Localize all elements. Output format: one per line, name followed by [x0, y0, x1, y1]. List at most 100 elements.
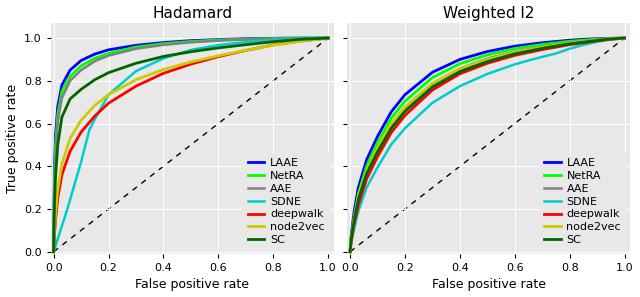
NetRA	[538, 43, 546, 46]
SC	[511, 52, 518, 56]
node2vec	[297, 40, 305, 43]
node2vec	[324, 36, 332, 40]
SDNE	[525, 59, 532, 62]
AAE	[607, 37, 614, 40]
SDNE	[593, 40, 601, 43]
NetRA	[593, 37, 601, 41]
LAAE	[50, 250, 58, 254]
LAAE	[77, 59, 85, 62]
LAAE	[579, 37, 587, 41]
node2vec	[483, 58, 491, 61]
SC	[51, 203, 58, 206]
NetRA	[607, 37, 614, 40]
deepwalk	[538, 48, 546, 51]
AAE	[67, 79, 74, 83]
NetRA	[401, 99, 409, 103]
LAAE	[67, 68, 74, 72]
deepwalk	[511, 53, 518, 57]
deepwalk	[483, 61, 491, 65]
AAE	[511, 50, 518, 53]
LAAE	[105, 48, 113, 52]
SDNE	[159, 57, 167, 60]
Line: NetRA: NetRA	[54, 38, 328, 252]
NetRA	[483, 53, 491, 57]
NetRA	[348, 231, 356, 234]
node2vec	[214, 54, 222, 58]
SC	[105, 71, 113, 75]
deepwalk	[187, 62, 195, 66]
NetRA	[374, 141, 381, 145]
Line: NetRA: NetRA	[350, 38, 625, 252]
SDNE	[429, 101, 436, 105]
deepwalk	[214, 55, 222, 59]
AAE	[58, 96, 66, 100]
AAE	[242, 38, 250, 41]
AAE	[387, 124, 395, 127]
SDNE	[511, 63, 518, 66]
NetRA	[350, 216, 358, 219]
SC	[50, 250, 58, 254]
AAE	[350, 220, 358, 224]
SDNE	[347, 244, 355, 247]
deepwalk	[50, 250, 58, 254]
deepwalk	[67, 149, 74, 153]
SC	[132, 61, 140, 65]
SDNE	[105, 93, 113, 97]
SC	[77, 88, 85, 91]
deepwalk	[52, 218, 60, 222]
LAAE	[54, 105, 61, 108]
deepwalk	[324, 36, 332, 40]
NetRA	[52, 143, 60, 147]
deepwalk	[132, 84, 140, 88]
SDNE	[483, 72, 491, 76]
AAE	[51, 186, 58, 189]
SC	[374, 150, 381, 154]
SDNE	[242, 40, 250, 44]
NetRA	[297, 36, 305, 40]
node2vec	[350, 216, 358, 219]
Line: SC: SC	[54, 38, 328, 252]
AAE	[483, 57, 491, 60]
LAAE	[91, 52, 99, 56]
SC	[593, 39, 601, 42]
SC	[483, 60, 491, 63]
Line: SC: SC	[350, 38, 625, 252]
LAAE	[621, 36, 628, 40]
LAAE	[187, 39, 195, 42]
Line: node2vec: node2vec	[54, 38, 328, 252]
deepwalk	[593, 39, 601, 43]
NetRA	[50, 250, 58, 254]
NetRA	[346, 250, 354, 254]
LAAE	[297, 36, 305, 40]
SDNE	[132, 69, 140, 73]
SC	[91, 78, 99, 81]
node2vec	[429, 82, 436, 85]
AAE	[429, 82, 436, 86]
SC	[269, 40, 277, 43]
deepwalk	[297, 39, 305, 43]
node2vec	[269, 43, 277, 47]
LAAE	[350, 209, 358, 213]
AAE	[593, 38, 601, 42]
NetRA	[77, 64, 85, 68]
node2vec	[52, 211, 60, 215]
AAE	[50, 250, 58, 254]
NetRA	[456, 62, 464, 65]
SDNE	[607, 37, 614, 41]
SC	[456, 70, 464, 73]
LAAE	[324, 36, 332, 40]
Line: LAAE: LAAE	[350, 38, 625, 252]
node2vec	[566, 41, 573, 45]
deepwalk	[456, 72, 464, 75]
X-axis label: False positive rate: False positive rate	[135, 279, 249, 291]
deepwalk	[387, 131, 395, 134]
node2vec	[77, 119, 85, 122]
NetRA	[67, 75, 74, 78]
deepwalk	[350, 222, 358, 226]
NetRA	[58, 90, 66, 93]
node2vec	[54, 188, 61, 192]
NetRA	[242, 37, 250, 41]
LAAE	[374, 135, 381, 138]
AAE	[52, 152, 60, 155]
SDNE	[187, 48, 195, 52]
